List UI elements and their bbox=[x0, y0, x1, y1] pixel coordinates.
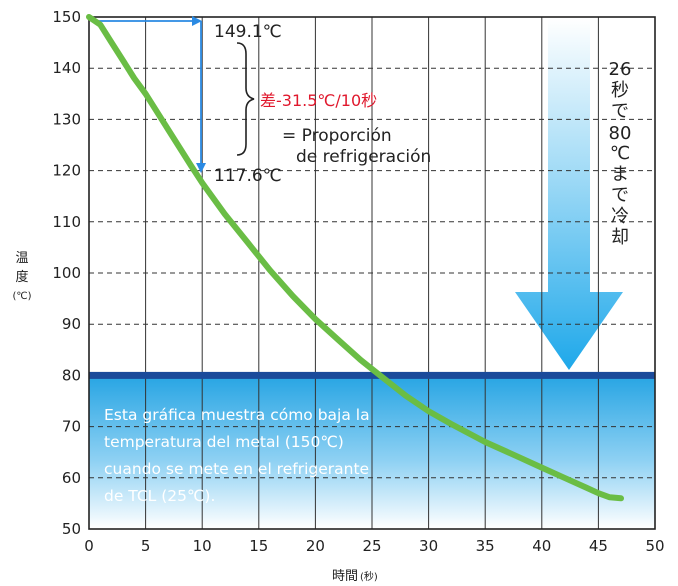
cooling-time-char: 80 bbox=[609, 123, 632, 144]
note-line: temperatura del metal (150℃) bbox=[104, 433, 344, 451]
cooling-time-char: ℃ bbox=[610, 143, 630, 164]
x-tick-label: 30 bbox=[419, 537, 438, 555]
difference-brace bbox=[236, 42, 255, 156]
y-tick-label: 140 bbox=[52, 59, 81, 77]
note-line: de TCL (25℃). bbox=[104, 487, 215, 505]
rate-label-line-1: = Proporción bbox=[282, 126, 392, 146]
x-tick-label: 50 bbox=[645, 537, 664, 555]
y-tick-label: 120 bbox=[52, 162, 81, 180]
measurement-arrowhead-right bbox=[192, 16, 202, 26]
y-tick-label: 50 bbox=[62, 520, 81, 538]
x-tick-label: 45 bbox=[589, 537, 608, 555]
x-tick-label: 40 bbox=[532, 537, 551, 555]
cooling-time-char: 却 bbox=[611, 227, 629, 248]
x-tick-label: 15 bbox=[249, 537, 268, 555]
note-line: Esta gráfica muestra cómo baja la bbox=[104, 406, 370, 424]
x-tick-label: 5 bbox=[141, 537, 151, 555]
measurement-lines bbox=[91, 20, 202, 168]
x-tick-label: 0 bbox=[84, 537, 94, 555]
note-line: cuando se mete en el refrigerante bbox=[104, 460, 369, 478]
y-tick-label: 150 bbox=[52, 8, 81, 26]
x-tick-label: 35 bbox=[476, 537, 495, 555]
x-axis-unit: (秒) bbox=[360, 570, 378, 583]
measurement-arrowhead-down bbox=[196, 163, 206, 173]
y-tick-labels: 50 60 70 80 90 100 110 120 130 140 150 bbox=[52, 8, 81, 538]
explanation-note: Esta gráfica muestra cómo baja la temper… bbox=[104, 406, 370, 505]
cooling-time-char: 26 bbox=[609, 59, 632, 80]
y-tick-label: 130 bbox=[52, 110, 81, 128]
y-tick-label: 60 bbox=[62, 469, 81, 487]
plot-frame bbox=[88, 16, 656, 530]
y-tick-label: 90 bbox=[62, 315, 81, 333]
x-tick-label: 20 bbox=[306, 537, 325, 555]
y-tick-label: 100 bbox=[52, 264, 81, 282]
cooling-time-char: ま bbox=[611, 164, 629, 185]
cooling-time-label: 26 秒 で 80 ℃ ま で 冷 却 bbox=[609, 59, 632, 248]
x-tick-label: 25 bbox=[362, 537, 381, 555]
cooling-time-char: で bbox=[611, 185, 629, 206]
cooling-time-char: 秒 bbox=[611, 80, 629, 101]
difference-label: 差-31.5℃/10秒 bbox=[260, 91, 377, 110]
cooling-time-char: で bbox=[611, 101, 629, 122]
cooling-time-char: 冷 bbox=[611, 206, 629, 227]
cooling-arrow bbox=[515, 18, 623, 370]
y-tick-label: 110 bbox=[52, 213, 81, 231]
y-tick-label: 80 bbox=[62, 366, 81, 384]
start-value-label: 149.1℃ bbox=[214, 22, 282, 42]
y-axis-unit: (℃) bbox=[12, 291, 31, 302]
y-axis-title-line-2: 度 bbox=[15, 269, 28, 285]
x-axis-title: 時間 bbox=[332, 569, 358, 584]
end-value-label: 117.6℃ bbox=[214, 166, 282, 186]
y-axis-title-line-1: 温 bbox=[15, 251, 28, 266]
series-line bbox=[86, 14, 624, 502]
x-tick-labels: 0 5 10 15 20 25 30 35 40 45 50 bbox=[84, 537, 664, 555]
reference-line-80 bbox=[89, 371, 655, 379]
rate-label-line-2: de refrigeración bbox=[296, 147, 431, 167]
x-tick-label: 10 bbox=[193, 537, 212, 555]
y-tick-label: 70 bbox=[62, 418, 81, 436]
